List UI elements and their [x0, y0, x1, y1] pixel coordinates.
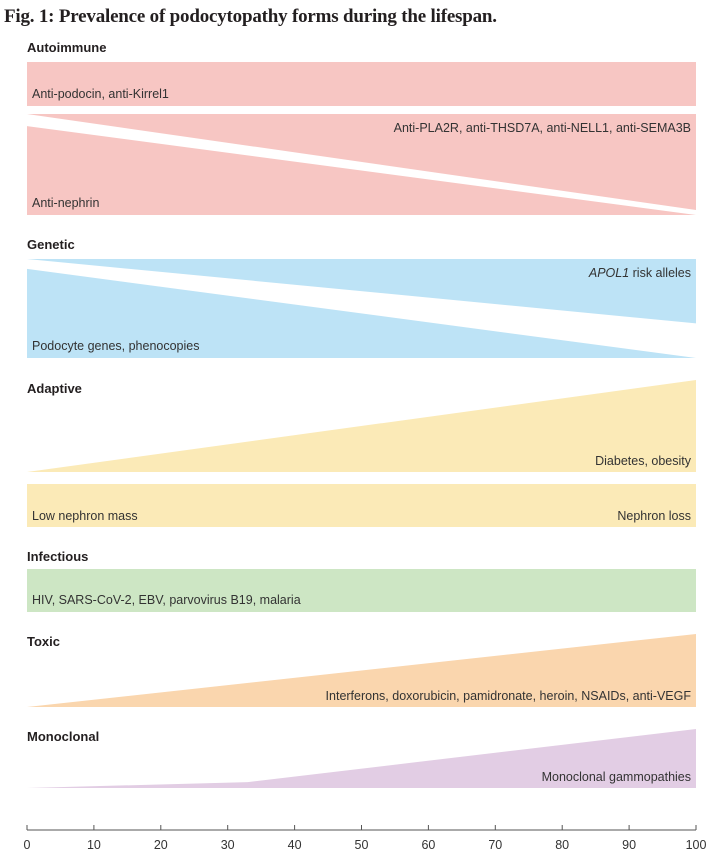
area-interferons-doxorubicin-pamidronate-heroin-nsaids-anti-vegf	[27, 634, 696, 707]
category-genetic: Genetic	[27, 237, 75, 252]
x-tick-label-0: 0	[24, 838, 31, 852]
x-tick-label-100: 100	[686, 838, 707, 852]
series-label-interferons-doxorubicin-pamidronate-heroin-nsaids-anti-vegf: Interferons, doxorubicin, pamidronate, h…	[326, 689, 692, 703]
category-monoclonal: Monoclonal	[27, 729, 99, 744]
area-anti-pla2r-anti-thsd7a-anti-nell1-anti-sema3b	[27, 114, 696, 210]
area-adaptive-band	[27, 484, 696, 527]
category-adaptive: Adaptive	[27, 381, 82, 396]
area-anti-nephrin	[27, 126, 696, 215]
category-infectious: Infectious	[27, 549, 88, 564]
x-tick-label-30: 30	[221, 838, 235, 852]
series-label-apol1-risk-alleles: APOL1 risk alleles	[588, 266, 691, 280]
x-tick-label-60: 60	[421, 838, 435, 852]
category-toxic: Toxic	[27, 634, 60, 649]
x-tick-label-80: 80	[555, 838, 569, 852]
series-label-anti-pla2r-anti-thsd7a-anti-nell1-anti-sema3b: Anti-PLA2R, anti-THSD7A, anti-NELL1, ant…	[394, 121, 691, 135]
area-diabetes-obesity	[27, 380, 696, 472]
category-labels: Autoimmune Genetic Adaptive Infectious Toxic…	[27, 40, 106, 744]
x-tick-label-90: 90	[622, 838, 636, 852]
area-hiv-sars-cov-2-ebv-parvovirus-b19-malaria	[27, 569, 696, 612]
series-labels: Anti-podocin, anti-Kirrel1 Anti-PLA2R, an…	[32, 87, 692, 784]
series-label-podocyte-genes-phenocopies: Podocyte genes, phenocopies	[32, 339, 200, 353]
x-tick-label-70: 70	[488, 838, 502, 852]
figure-title: Fig. 1: Prevalence of podocytopathy form…	[4, 6, 497, 27]
area-podocyte-genes-phenocopies	[27, 268, 696, 358]
series-label-diabetes-obesity: Diabetes, obesity	[595, 454, 692, 468]
area-anti-podocin-anti-kirrel1	[27, 62, 696, 106]
area-monoclonal-gammopathies	[27, 729, 696, 788]
series-label-nephron-loss: Nephron loss	[617, 509, 691, 523]
series-label-monoclonal-gammopathies: Monoclonal gammopathies	[542, 770, 691, 784]
x-tick-label-50: 50	[355, 838, 369, 852]
x-tick-label-10: 10	[87, 838, 101, 852]
x-axis: 0 10 20 30 40 50 60 70 80 90 100	[24, 825, 707, 852]
category-autoimmune: Autoimmune	[27, 40, 106, 55]
chart-areas	[27, 62, 696, 788]
series-label-anti-nephrin: Anti-nephrin	[32, 196, 99, 210]
x-tick-label-20: 20	[154, 838, 168, 852]
x-tick-label-40: 40	[288, 838, 302, 852]
series-label-anti-podocin-anti-kirrel1: Anti-podocin, anti-Kirrel1	[32, 87, 169, 101]
series-label-low-nephron-mass: Low nephron mass	[32, 509, 138, 523]
series-label-hiv-sars-cov-2-ebv-parvovirus-b19-malaria: HIV, SARS-CoV-2, EBV, parvovirus B19, ma…	[32, 593, 301, 607]
area-apol1-risk-alleles	[27, 259, 696, 324]
